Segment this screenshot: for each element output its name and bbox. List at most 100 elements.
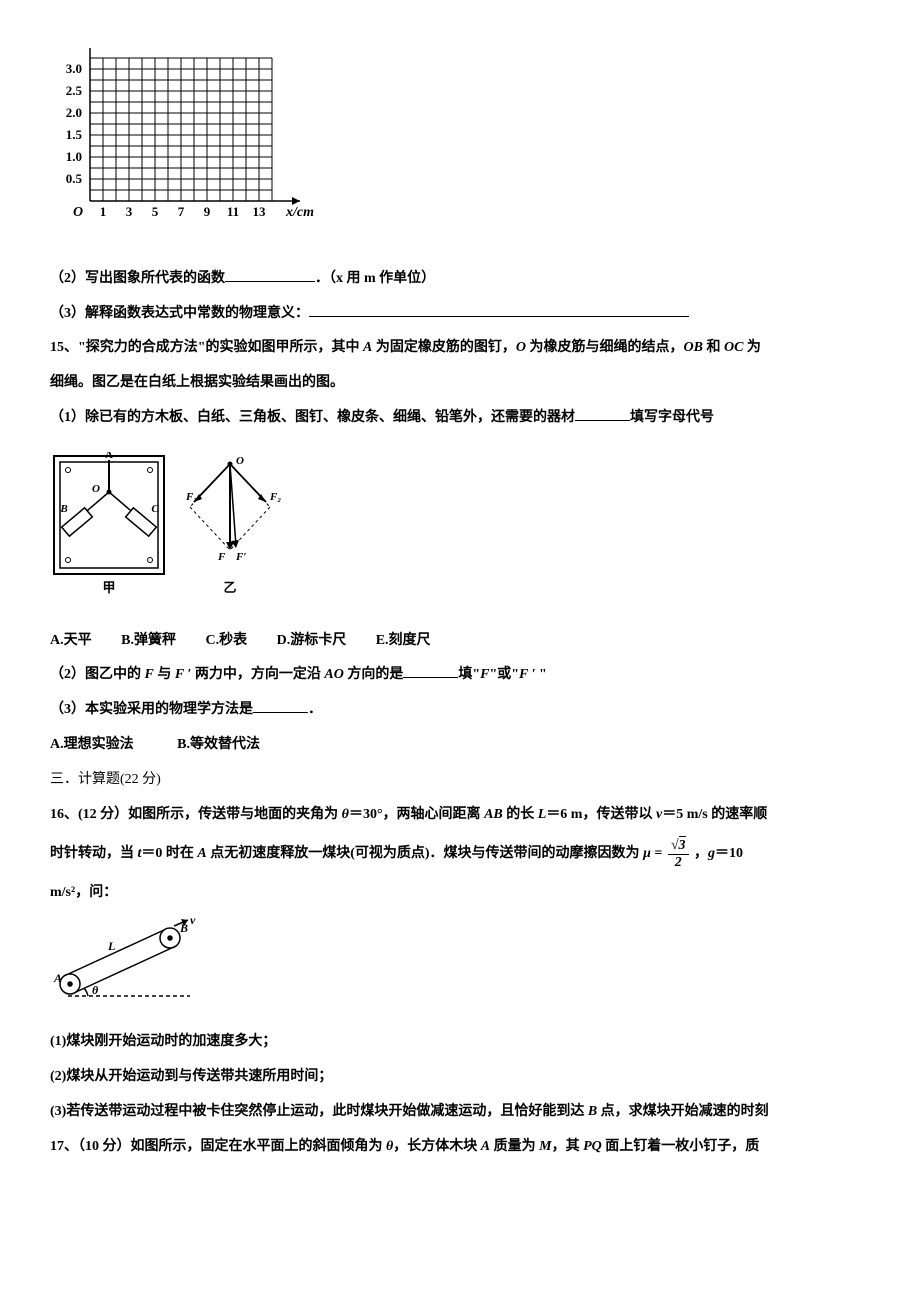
q15-options-2: A.理想实验法 B.等效替代法 bbox=[50, 730, 870, 761]
svg-text:B: B bbox=[59, 503, 67, 515]
q17-d: ，其 bbox=[552, 1139, 584, 1154]
svg-text:O: O bbox=[73, 205, 83, 220]
svg-text:θ: θ bbox=[92, 983, 99, 997]
q17-A: A bbox=[481, 1139, 490, 1154]
opt-E: E.刻度尺 bbox=[376, 633, 431, 648]
q15p2-AO: AO bbox=[324, 667, 343, 682]
grid-graph-svg: 0.5 1.0 1.5 2.0 2.5 3.0 O 1 3 5 7 9 11 1… bbox=[50, 48, 320, 243]
grid-graph-figure: 0.5 1.0 1.5 2.0 2.5 3.0 O 1 3 5 7 9 11 1… bbox=[50, 48, 870, 256]
q15p2-b: 与 bbox=[154, 667, 175, 682]
q15-O: O bbox=[516, 340, 526, 355]
q15-OC: OC bbox=[724, 340, 743, 355]
svg-text:乙: 乙 bbox=[223, 580, 236, 595]
q16-sub3: (3)若传送带运动过程中被卡住突然停止运动，此时煤块开始做减速运动，且恰好能到达… bbox=[50, 1097, 870, 1128]
q15-options-1: A.天平 B.弹簧秤 C.秒表 D.游标卡尺 E.刻度尺 bbox=[50, 626, 870, 657]
q15-OB: OB bbox=[684, 340, 703, 355]
q16-sub1: (1)煤块刚开始运动时的加速度多大； bbox=[50, 1027, 870, 1058]
svg-text:F′: F′ bbox=[235, 551, 246, 563]
q16-fraction: √32 bbox=[668, 838, 689, 870]
xtick-13: 13 bbox=[253, 204, 267, 219]
q15-t1: 15、"探究力的合成方法"的实验如图甲所示，其中 bbox=[50, 340, 363, 355]
y-axis-label: F/N bbox=[95, 48, 120, 52]
q16-eq10: ＝10 bbox=[715, 846, 743, 861]
xtick-9: 9 bbox=[204, 204, 211, 219]
ytick-1p5: 1.5 bbox=[66, 127, 83, 142]
blank-q15-3 bbox=[253, 699, 308, 713]
q17-b: ，长方体木块 bbox=[393, 1139, 481, 1154]
q15p2-F: F bbox=[145, 667, 154, 682]
q15-p1-text: （1）除已有的方木板、白纸、三角板、图钉、橡皮条、细绳、铅笔外，还需要的器材 bbox=[50, 410, 575, 425]
q14-part3: （3）解释函数表达式中常数的物理意义： bbox=[50, 299, 870, 330]
q15-t3: 为橡皮筋与细绳的结点， bbox=[526, 340, 684, 355]
q17-a: 17、（10 分）如图所示，固定在水平面上的斜面倾角为 bbox=[50, 1139, 386, 1154]
svg-text:B: B bbox=[179, 921, 188, 935]
q15-t2: 为固定橡皮筋的图钉， bbox=[372, 340, 516, 355]
q16-A: A bbox=[197, 846, 206, 861]
q15-svg: A O B C 甲 O bbox=[50, 452, 290, 607]
q16-comma: ， bbox=[694, 846, 708, 861]
xtick-1: 1 bbox=[100, 204, 107, 219]
q15p2-c: 两力中，方向一定沿 bbox=[191, 667, 324, 682]
q16-c: 的长 bbox=[503, 807, 538, 822]
svg-text:L: L bbox=[107, 939, 115, 953]
q15p2-Fp: F ′ bbox=[175, 667, 192, 682]
blank-q14-2 bbox=[225, 268, 315, 282]
q16-line3: m/s²，问： bbox=[50, 878, 870, 909]
section-3-heading: 三．计算题(22 分) bbox=[50, 765, 870, 796]
q15p2-d: 方向的是 bbox=[344, 667, 404, 682]
opt-B: B.弹簧秤 bbox=[121, 633, 176, 648]
q15-part1: （1）除已有的方木板、白纸、三角板、图钉、橡皮条、细绳、铅笔外，还需要的器材 填写… bbox=[50, 403, 870, 434]
ytick-1p0: 1.0 bbox=[66, 149, 82, 164]
svg-text:F: F bbox=[217, 551, 226, 563]
q16-AB: AB bbox=[484, 807, 503, 822]
q15p2-ta: 填" bbox=[458, 667, 480, 682]
blank-q15-2 bbox=[403, 664, 458, 678]
q14-p3-text: （3）解释函数表达式中常数的物理意义： bbox=[50, 306, 309, 321]
q15-figure: A O B C 甲 O bbox=[50, 452, 870, 620]
svg-text:O: O bbox=[92, 483, 100, 495]
opt-D: D.游标卡尺 bbox=[277, 633, 347, 648]
q15-part3: （3）本实验采用的物理学方法是． bbox=[50, 695, 870, 726]
xtick-11: 11 bbox=[227, 204, 239, 219]
svg-text:C: C bbox=[151, 503, 159, 515]
q16-eq: = bbox=[651, 846, 666, 861]
q16-a: 16、(12 分）如图所示，传送带与地面的夹角为 bbox=[50, 807, 342, 822]
blank-q15-1 bbox=[575, 407, 630, 421]
ytick-3p0: 3.0 bbox=[66, 61, 82, 76]
q15-intro-line1: 15、"探究力的合成方法"的实验如图甲所示，其中 A 为固定橡皮筋的图钉，O 为… bbox=[50, 333, 870, 364]
q16-eq0: ＝0 时在 bbox=[141, 846, 197, 861]
q16-mu: μ bbox=[643, 846, 651, 861]
ytick-0p5: 0.5 bbox=[66, 171, 83, 186]
q16-theta: θ bbox=[342, 807, 349, 822]
q15-part2: （2）图乙中的 F 与 F ′ 两力中，方向一定沿 AO 方向的是填"F"或"F… bbox=[50, 660, 870, 691]
q15p2-tb: "或" bbox=[489, 667, 519, 682]
q14-p2-tail: ．（x 用 m 作单位） bbox=[315, 271, 435, 286]
q15-p1-tail: 填写字母代号 bbox=[630, 410, 714, 425]
svg-text:F₂: F₂ bbox=[269, 491, 281, 503]
q16-sub3-B: B bbox=[588, 1104, 597, 1119]
q16-line2: 时针转动，当 t＝0 时在 A 点无初速度释放一煤块(可视为质点)．煤块与传送带… bbox=[50, 834, 870, 873]
q16-eq30: ＝30° bbox=[349, 807, 383, 822]
x-axis-label: x/cm bbox=[285, 205, 314, 220]
q16-svg: A B L v θ bbox=[50, 916, 210, 1006]
q17-PQ: PQ bbox=[583, 1139, 602, 1154]
svg-text:v: v bbox=[190, 916, 196, 927]
xtick-7: 7 bbox=[178, 204, 185, 219]
svg-text:F₁: F₁ bbox=[185, 491, 197, 503]
blank-q14-3 bbox=[309, 303, 689, 317]
xtick-3: 3 bbox=[126, 204, 133, 219]
q15p2-Fp2: F ′ bbox=[519, 667, 536, 682]
svg-text:A: A bbox=[105, 452, 113, 461]
q14-part2: （2）写出图象所代表的函数．（x 用 m 作单位） bbox=[50, 264, 870, 295]
q16-b: ，两轴心间距离 bbox=[383, 807, 485, 822]
q15-t5: 为 bbox=[743, 340, 761, 355]
q17-line1: 17、（10 分）如图所示，固定在水平面上的斜面倾角为 θ，长方体木块 A 质量… bbox=[50, 1132, 870, 1163]
q15-intro-line2: 细绳。图乙是在白纸上根据实验结果画出的图。 bbox=[50, 368, 870, 399]
ytick-2p0: 2.0 bbox=[66, 105, 82, 120]
q15p3-text: （3）本实验采用的物理学方法是 bbox=[50, 702, 253, 717]
opt2-A: A.理想实验法 bbox=[50, 737, 134, 752]
opt-C: C.秒表 bbox=[205, 633, 247, 648]
q16-eq5: ＝5 m/s 的速率顺 bbox=[662, 807, 767, 822]
svg-text:O: O bbox=[236, 455, 244, 467]
q16-sub2: (2)煤块从开始运动到与传送带共速所用时间； bbox=[50, 1062, 870, 1093]
